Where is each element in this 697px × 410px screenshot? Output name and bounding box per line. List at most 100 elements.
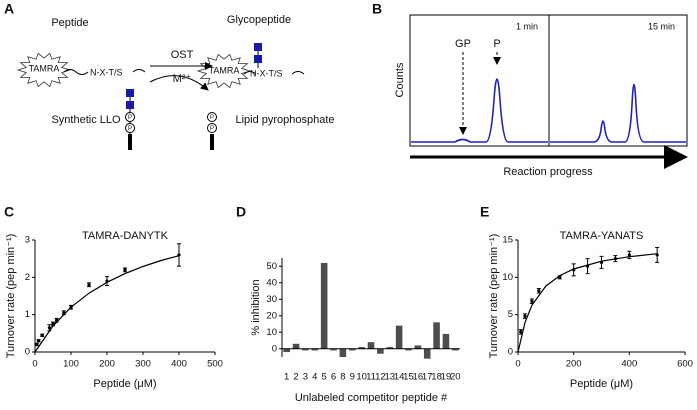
x-tick-label: 600 bbox=[677, 359, 693, 370]
chain bbox=[243, 71, 257, 75]
point bbox=[40, 333, 44, 337]
point bbox=[87, 283, 91, 287]
glycan bbox=[126, 101, 134, 109]
point bbox=[47, 326, 52, 330]
arrow bbox=[149, 75, 209, 91]
bar bbox=[339, 348, 347, 357]
x-tick-label: 400 bbox=[171, 359, 187, 370]
panel-b: GP P 1 min 15 min Counts Reaction progre… bbox=[394, 14, 688, 178]
bar bbox=[405, 348, 412, 351]
x-tick-label: 13 bbox=[384, 372, 395, 383]
x-tick-label: 6 bbox=[331, 372, 336, 383]
bar bbox=[358, 347, 365, 349]
chain bbox=[63, 69, 89, 75]
bar bbox=[452, 348, 459, 351]
x-tick-label: 100 bbox=[63, 359, 79, 370]
panel-label: E bbox=[480, 204, 489, 220]
x-tick-label: 4 bbox=[312, 372, 317, 383]
x-tick-label: 8 bbox=[340, 372, 345, 383]
x-tick-label: 3 bbox=[303, 372, 308, 383]
x-tick-label: 10 bbox=[356, 372, 367, 383]
time-label: 1 min bbox=[516, 21, 538, 31]
trace bbox=[411, 78, 548, 143]
phosphate-icon bbox=[207, 123, 217, 133]
point bbox=[37, 339, 41, 343]
x-tick-label: 11 bbox=[366, 372, 376, 383]
y-tick-label: 0 bbox=[25, 347, 30, 358]
label: Synthetic LLO bbox=[51, 114, 121, 126]
bar bbox=[320, 262, 328, 349]
bar bbox=[423, 348, 431, 359]
bar bbox=[302, 348, 309, 351]
point bbox=[655, 253, 659, 257]
phosphate-icon bbox=[207, 112, 217, 122]
bar bbox=[386, 347, 394, 349]
y-tick-label: 10 bbox=[502, 272, 513, 283]
sequon: N-X-T/S bbox=[90, 67, 123, 77]
x-tick-label: 15 bbox=[403, 372, 414, 383]
x-tick-label: 300 bbox=[135, 359, 151, 370]
bar bbox=[442, 333, 450, 349]
x-axis-label: Peptide (μM) bbox=[93, 378, 156, 390]
point bbox=[613, 257, 618, 261]
y-tick-label: 40 bbox=[266, 277, 277, 288]
x-tick-label: 12 bbox=[375, 372, 386, 383]
panel-label: C bbox=[4, 204, 14, 220]
bar bbox=[292, 343, 300, 349]
x-tick-label: 14 bbox=[394, 372, 405, 383]
point bbox=[523, 314, 527, 318]
x-tick-label: 2 bbox=[293, 372, 298, 383]
panel-label: D bbox=[236, 204, 246, 220]
point bbox=[537, 289, 541, 293]
y-tick-label: 3 bbox=[25, 235, 30, 246]
x-tick-label: 5 bbox=[322, 372, 327, 383]
x-tick-label: 500 bbox=[207, 359, 223, 370]
chart-title: TAMRA-DANYTK bbox=[82, 230, 169, 242]
point bbox=[599, 260, 604, 264]
x-tick-label: 18 bbox=[431, 372, 442, 383]
point bbox=[572, 268, 576, 272]
phosphate: P bbox=[210, 126, 214, 132]
y-tick-label: 0 bbox=[508, 347, 513, 358]
label: Peptide bbox=[51, 17, 88, 29]
glycan bbox=[254, 55, 262, 63]
bar bbox=[395, 325, 403, 349]
y-tick-label: 5 bbox=[508, 309, 513, 320]
y-axis-label: Counts bbox=[394, 62, 406, 97]
chain bbox=[291, 71, 305, 75]
cofactor: M²⁺ bbox=[173, 73, 192, 85]
phosphate-icon bbox=[125, 112, 135, 122]
x-tick-label: 400 bbox=[621, 359, 637, 370]
y-axis-label: Turnover rate (pep min⁻¹) bbox=[5, 234, 17, 359]
panel-label: A bbox=[4, 1, 14, 17]
label: Lipid pyrophosphate bbox=[235, 114, 334, 126]
point bbox=[105, 279, 109, 283]
phosphate: P bbox=[128, 115, 132, 121]
phosphate: P bbox=[210, 115, 214, 121]
bar bbox=[433, 322, 440, 349]
point bbox=[585, 264, 590, 268]
x-tick-label: 1 bbox=[284, 372, 289, 383]
y-tick-label: 30 bbox=[266, 294, 277, 305]
glycan bbox=[126, 89, 134, 97]
point bbox=[51, 322, 55, 326]
bar bbox=[414, 345, 422, 349]
y-axis-label: Turnover rate (pep min⁻¹) bbox=[488, 234, 500, 359]
x-tick-label: 16 bbox=[413, 372, 424, 383]
bar bbox=[348, 348, 356, 351]
x-tick-label: 0 bbox=[32, 359, 37, 370]
x-axis-label: Reaction progress bbox=[503, 166, 593, 178]
bar bbox=[367, 342, 375, 349]
x-tick-label: 0 bbox=[515, 359, 520, 370]
phosphate-icon bbox=[125, 123, 135, 133]
panel-a: Peptide Glycopeptide TAMRA TAMRA N-X-T/S… bbox=[16, 14, 335, 150]
chain bbox=[132, 69, 146, 73]
x-tick-label: 19 bbox=[441, 372, 452, 383]
point bbox=[55, 318, 59, 322]
x-tick-label: 9 bbox=[350, 372, 355, 383]
y-tick-label: 20 bbox=[266, 310, 277, 321]
bar bbox=[311, 348, 319, 351]
fit-line bbox=[34, 255, 180, 353]
